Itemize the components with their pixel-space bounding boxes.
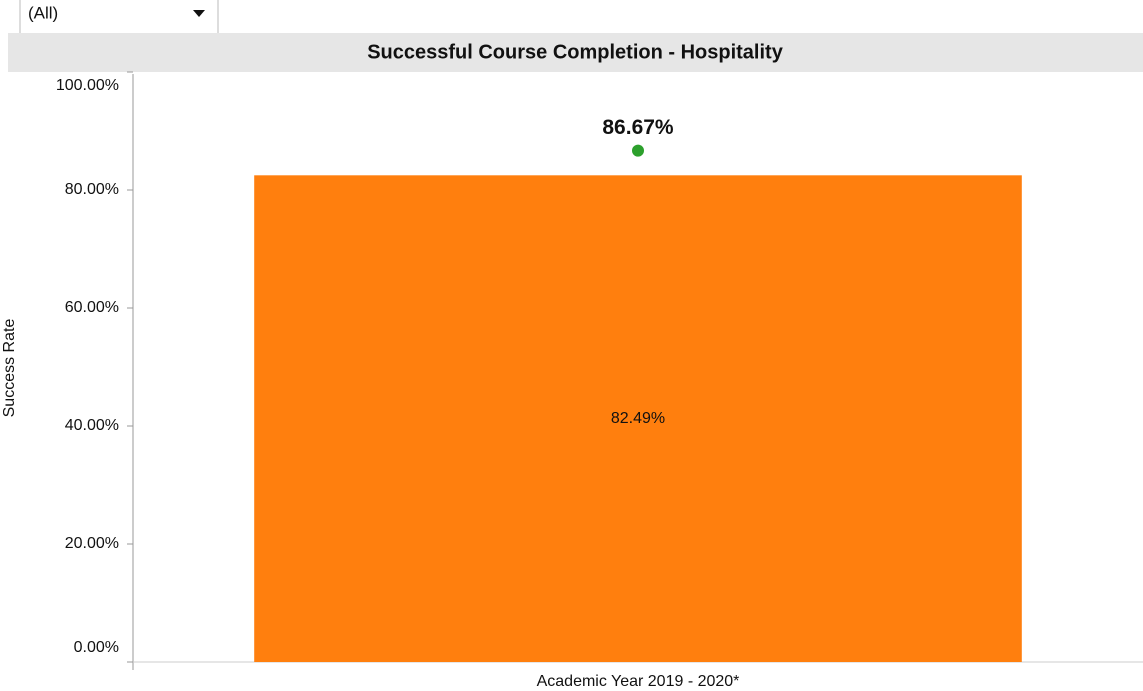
- point: [632, 144, 644, 157]
- y-axis-label: Success Rate: [1, 319, 18, 418]
- chart-title: Successful Course Completion - Hospitali…: [367, 41, 784, 63]
- dropdown-arrow[interactable]: [193, 10, 205, 17]
- y-tick-label: 100.00%: [56, 77, 119, 94]
- y-tick-label: 40.00%: [65, 417, 119, 434]
- filter-value[interactable]: (All): [28, 3, 58, 22]
- bar-value-label: 82.49%: [611, 410, 665, 427]
- y-tick-label: 0.00%: [74, 639, 119, 656]
- point-value-label: 86.67%: [602, 116, 674, 139]
- title-band: [8, 33, 1143, 72]
- x-tick-label: Academic Year 2019 - 2020*: [537, 673, 740, 690]
- bar: [254, 175, 1022, 662]
- y-tick-label: 20.00%: [65, 535, 119, 552]
- y-tick-label: 60.00%: [65, 299, 119, 316]
- y-tick-label: 80.00%: [65, 181, 119, 198]
